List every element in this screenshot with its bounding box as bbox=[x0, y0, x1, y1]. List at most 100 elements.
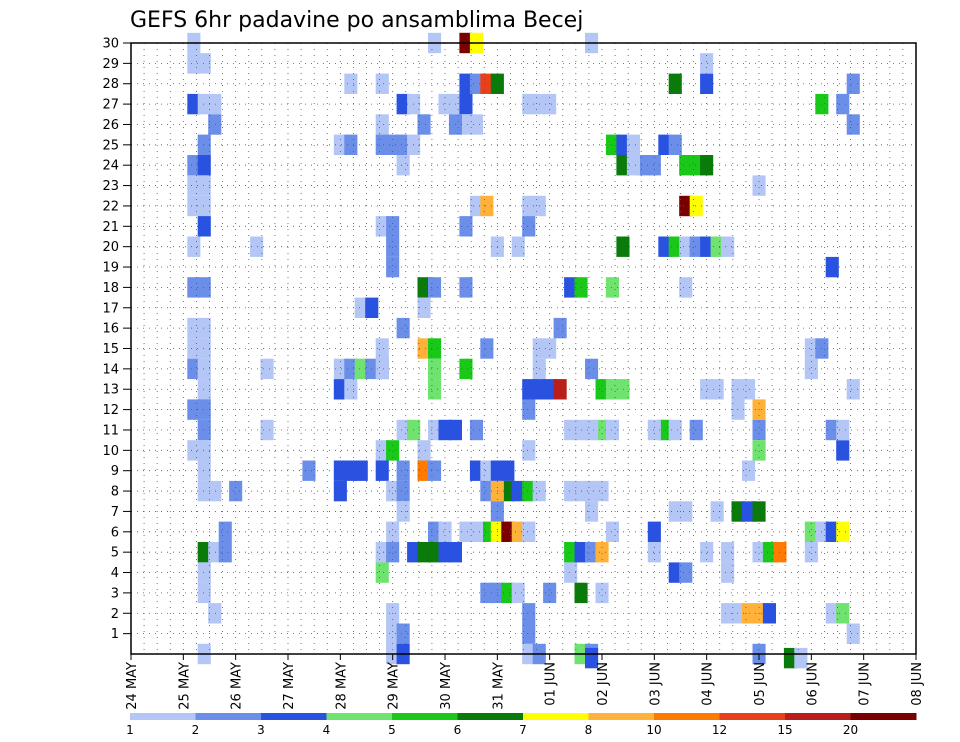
heatmap-cell bbox=[700, 236, 714, 257]
heatmap-cell bbox=[333, 480, 347, 502]
x-tick-label: 07 JUN bbox=[858, 662, 873, 706]
heatmap-cell bbox=[197, 419, 211, 441]
heatmap-cell bbox=[721, 603, 735, 624]
x-tick-label: 31 MAY bbox=[491, 662, 506, 710]
heatmap-cell bbox=[197, 155, 211, 176]
heatmap-cell bbox=[564, 277, 578, 298]
heatmap-cell bbox=[836, 603, 850, 624]
heatmap-cell bbox=[689, 195, 703, 217]
heatmap-cell bbox=[375, 542, 389, 563]
heatmap-cell bbox=[428, 277, 442, 298]
heatmap-cell bbox=[428, 460, 442, 481]
heatmap-cell bbox=[480, 521, 494, 542]
heatmap-cell bbox=[668, 134, 682, 155]
heatmap-cell bbox=[396, 93, 410, 115]
colorbar-label: 15 bbox=[777, 723, 792, 737]
heatmap-cells bbox=[187, 32, 860, 669]
heatmap-cell bbox=[187, 338, 201, 359]
heatmap-cell bbox=[658, 236, 672, 257]
heatmap-cell bbox=[752, 419, 766, 441]
heatmap-cell bbox=[804, 358, 818, 380]
heatmap-cell bbox=[689, 236, 703, 257]
y-tick-label: 17 bbox=[102, 301, 119, 316]
y-tick-label: 8 bbox=[111, 485, 119, 500]
heatmap-cell bbox=[501, 480, 515, 502]
y-tick-label: 27 bbox=[102, 98, 119, 113]
heatmap-cell bbox=[197, 358, 211, 380]
heatmap-cell bbox=[783, 647, 797, 669]
heatmap-cell bbox=[846, 114, 860, 135]
heatmap-cell bbox=[396, 460, 410, 481]
heatmap-cell bbox=[721, 542, 735, 563]
heatmap-cell bbox=[438, 419, 452, 441]
heatmap-cell bbox=[208, 480, 222, 502]
heatmap-cell bbox=[825, 419, 839, 441]
heatmap-cell bbox=[459, 114, 473, 135]
heatmap-cell bbox=[333, 460, 347, 481]
heatmap-cell bbox=[553, 317, 567, 339]
heatmap-cell bbox=[187, 53, 201, 74]
heatmap-cell bbox=[522, 93, 536, 115]
heatmap-cell bbox=[679, 195, 693, 217]
heatmap-cell bbox=[480, 582, 494, 604]
heatmap-cell bbox=[302, 460, 316, 481]
heatmap-cell bbox=[658, 419, 672, 441]
heatmap-cell bbox=[417, 440, 431, 461]
heatmap-cell bbox=[605, 419, 619, 441]
heatmap-cell bbox=[742, 501, 756, 522]
colorbar-label: 3 bbox=[257, 723, 265, 737]
heatmap-cell bbox=[197, 175, 211, 196]
colorbar-label: 8 bbox=[585, 723, 593, 737]
heatmap-cell bbox=[647, 155, 661, 176]
x-tick-label: 05 JUN bbox=[753, 662, 768, 706]
heatmap-cell bbox=[511, 480, 525, 502]
heatmap-cell bbox=[564, 542, 578, 563]
colorbar-label: 12 bbox=[712, 723, 727, 737]
heatmap-cell bbox=[668, 73, 682, 94]
colorbar-label: 5 bbox=[388, 723, 396, 737]
heatmap-cell bbox=[197, 338, 211, 359]
y-axis: 1234567891011121314151617181920212223242… bbox=[102, 37, 131, 642]
x-tick-label: 26 MAY bbox=[230, 662, 245, 710]
heatmap-cell bbox=[386, 216, 400, 237]
colorbar-swatch bbox=[195, 713, 262, 720]
y-tick-label: 25 bbox=[102, 138, 119, 153]
heatmap-cell bbox=[511, 236, 525, 257]
heatmap-cell bbox=[679, 236, 693, 257]
heatmap-cell bbox=[218, 542, 232, 563]
heatmap-cell bbox=[396, 155, 410, 176]
heatmap-cell bbox=[375, 358, 389, 380]
colorbar-swatch bbox=[392, 713, 458, 720]
heatmap-cell bbox=[762, 542, 776, 563]
y-tick-label: 4 bbox=[111, 566, 119, 581]
heatmap-cell bbox=[605, 134, 619, 155]
y-tick-label: 2 bbox=[111, 607, 119, 622]
heatmap-cell bbox=[197, 582, 211, 604]
heatmap-cell bbox=[480, 338, 494, 359]
heatmap-cell bbox=[564, 480, 578, 502]
heatmap-cell bbox=[459, 521, 473, 542]
heatmap-cell bbox=[480, 195, 494, 217]
x-tick-label: 27 MAY bbox=[282, 662, 297, 710]
heatmap-cell bbox=[846, 623, 860, 644]
heatmap-cell bbox=[700, 542, 714, 563]
heatmap-cell bbox=[197, 379, 211, 400]
heatmap-cell bbox=[333, 134, 347, 155]
heatmap-cell bbox=[480, 480, 494, 502]
heatmap-cell bbox=[428, 542, 442, 563]
heatmap-cell bbox=[469, 521, 483, 542]
heatmap-cell bbox=[417, 277, 431, 298]
heatmap-cell bbox=[658, 134, 672, 155]
heatmap-cell bbox=[605, 521, 619, 542]
colorbar-label: 4 bbox=[323, 723, 331, 737]
colorbar-swatch bbox=[523, 713, 589, 720]
heatmap-cell bbox=[480, 460, 494, 481]
y-tick-label: 22 bbox=[102, 199, 119, 214]
heatmap-cell bbox=[752, 542, 766, 563]
heatmap-cell bbox=[543, 582, 557, 604]
y-tick-label: 6 bbox=[111, 525, 119, 540]
heatmap-cell bbox=[585, 419, 599, 441]
heatmap-cell bbox=[354, 358, 368, 380]
heatmap-cell bbox=[428, 419, 442, 441]
heatmap-cell bbox=[438, 93, 452, 115]
